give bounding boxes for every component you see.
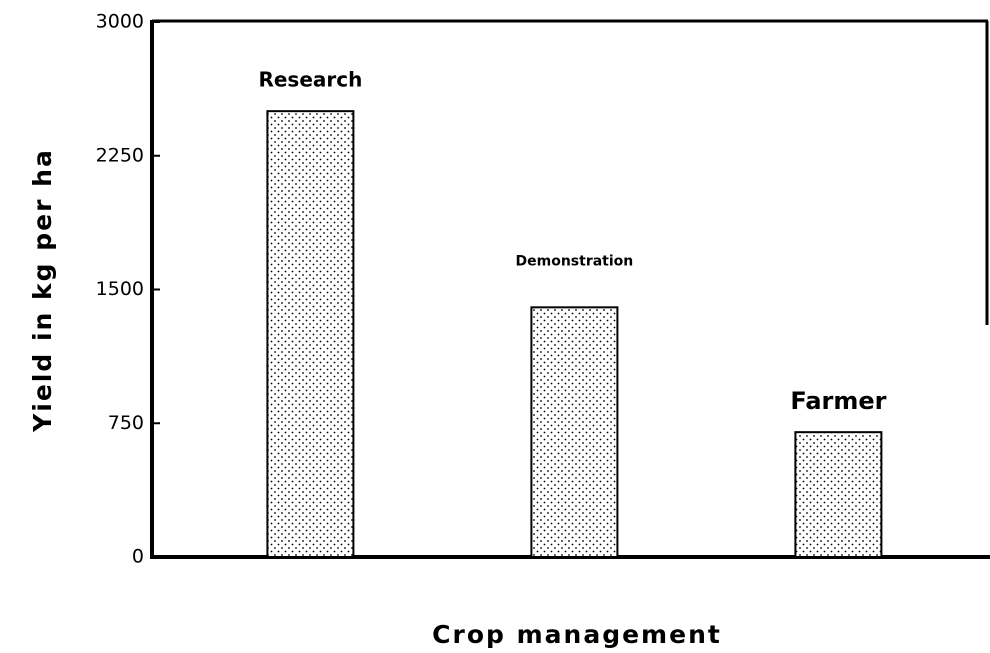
- y-tick-label: 2250: [96, 144, 144, 166]
- x-axis-title: Crop management: [432, 620, 722, 649]
- category-label: Farmer: [790, 387, 886, 415]
- category-label: Demonstration: [516, 253, 634, 269]
- bar: [794, 431, 883, 558]
- y-tick-label: 750: [108, 412, 144, 434]
- y-axis-title: Yield in kg per ha: [28, 148, 57, 433]
- y-tick-label: 1500: [96, 278, 144, 300]
- bar: [530, 306, 619, 559]
- category-label: Research: [258, 68, 362, 92]
- bar: [266, 110, 355, 559]
- y-tick-label: 0: [132, 546, 144, 568]
- y-tick-label: 3000: [96, 11, 144, 33]
